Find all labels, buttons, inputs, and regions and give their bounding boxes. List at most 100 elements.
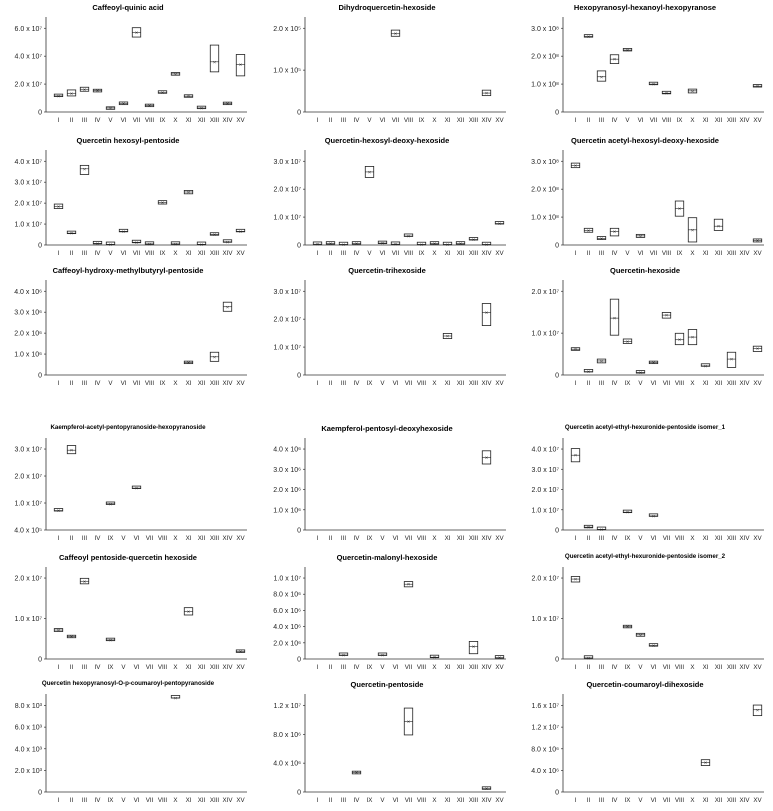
x-tick-label: XV: [495, 535, 504, 542]
mean-marker: ×: [485, 242, 488, 248]
box-rect: [144, 241, 155, 245]
mean-marker: ×: [83, 167, 86, 173]
x-tick-label: IX: [108, 535, 114, 542]
x-tick-label: I: [575, 117, 577, 124]
y-tick-label: 1.0 x 10⁶: [14, 352, 42, 359]
y-tick-label: 2.0 x 10⁷: [15, 576, 43, 583]
chart-title: Quercetin acetyl-ethyl-hexuronide-pentos…: [564, 553, 726, 560]
box-plot-X: ×: [170, 695, 181, 702]
mean-marker: ×: [213, 232, 216, 238]
x-tick-label: XII: [457, 535, 465, 542]
x-tick-label: II: [587, 380, 591, 387]
y-tick-label: 0: [38, 373, 42, 380]
x-tick-label: I: [317, 535, 319, 542]
x-tick-label: XIII: [469, 535, 479, 542]
x-tick-label: VI: [121, 380, 127, 387]
x-tick-label: III: [341, 117, 346, 124]
chart-panel: Quercetin hexopyranosyl-O-p-coumaroyl-pe…: [3, 680, 253, 808]
mean-marker: ×: [587, 525, 590, 531]
box-plot-VI: ×: [131, 485, 142, 492]
x-tick-label: II: [329, 535, 333, 542]
mean-marker: ×: [239, 650, 242, 656]
x-tick-label: XII: [198, 797, 206, 804]
x-tick-label: II: [70, 250, 74, 257]
chart-panel: Quercetin-trihexoside 0 1.0 x 10⁷ 2.0 x 10⁷…: [262, 266, 512, 391]
x-tick-label: VI: [638, 117, 644, 124]
mean-marker: ×: [187, 190, 190, 196]
box-rect: [583, 524, 594, 529]
x-tick-label: XIII: [727, 380, 737, 387]
box-plot-XV: ×: [235, 54, 246, 77]
x-tick-label: XV: [236, 664, 245, 671]
x-tick-label: XIV: [740, 380, 751, 387]
x-tick-label: XIII: [469, 117, 479, 124]
y-tick-label: 0: [555, 657, 559, 664]
x-tick-label: XII: [198, 535, 206, 542]
x-tick-label: I: [317, 250, 319, 257]
x-tick-label: I: [317, 664, 319, 671]
y-tick-label: 0: [38, 790, 42, 797]
box-rect: [377, 240, 388, 245]
mean-marker: ×: [70, 635, 73, 641]
y-tick-label: 1.0 x 10⁷: [532, 616, 560, 623]
x-tick-label: XI: [703, 535, 709, 542]
y-tick-label: 3.0 x 10⁸: [531, 26, 559, 33]
mean-marker: ×: [394, 242, 397, 248]
x-tick-label: VI: [651, 664, 657, 671]
y-tick-label: 2.0 x 10⁸: [531, 54, 559, 61]
mean-marker: ×: [368, 170, 371, 176]
box-plot-VIII: ×: [674, 332, 685, 346]
x-tick-label: IV: [95, 380, 102, 387]
x-tick-label: IV: [612, 380, 619, 387]
mean-marker: ×: [472, 645, 475, 651]
y-tick-label: 0: [555, 243, 559, 250]
y-tick-label: 4.0 x 10⁶: [14, 289, 42, 296]
chart-title: Quercetin-malonyl-hexoside: [336, 553, 438, 562]
x-tick-label: XII: [457, 117, 465, 124]
x-tick-label: II: [70, 117, 74, 124]
box-rect: [66, 230, 77, 235]
mean-marker: ×: [756, 238, 759, 244]
box-plot-XIV: ×: [222, 301, 233, 312]
x-tick-label: X: [173, 380, 177, 387]
mean-marker: ×: [730, 357, 733, 363]
box-plot-II: ×: [583, 655, 594, 662]
chart-panel: Quercetin acetyl-ethyl-hexuronide-pentos…: [520, 553, 770, 675]
mean-marker: ×: [613, 57, 616, 63]
x-tick-label: V: [638, 797, 643, 804]
mean-marker: ×: [639, 370, 642, 376]
box-plot-XIV: ×: [481, 241, 492, 248]
box-plot-III: ×: [596, 236, 607, 242]
box-rect: [468, 641, 479, 655]
x-tick-label: XI: [703, 380, 709, 387]
x-tick-label: XV: [495, 664, 504, 671]
x-tick-label: VIII: [404, 250, 414, 257]
mean-marker: ×: [187, 609, 190, 615]
box-plot-I: ×: [53, 203, 64, 210]
y-tick-label: 6.0 x 10⁶: [273, 608, 301, 615]
x-tick-label: IV: [612, 535, 619, 542]
box-plot-XIII: ×: [209, 351, 220, 362]
box-rect: [622, 338, 633, 344]
chart-panel: Kaempferol-acetyl-pentopyranoside-hexopy…: [3, 424, 253, 546]
x-tick-label: VIII: [145, 250, 155, 257]
box-plot-II: ×: [325, 241, 336, 248]
x-tick-label: VIII: [675, 380, 685, 387]
y-tick-label: 3.0 x 10⁶: [273, 467, 301, 474]
x-tick-label: II: [329, 797, 333, 804]
mean-marker: ×: [342, 242, 345, 248]
y-tick-label: 2.0 x 10⁶: [273, 487, 301, 494]
y-tick-label: 1.0 x 10⁵: [273, 68, 301, 75]
box-plot-VII: ×: [648, 81, 659, 88]
x-tick-label: II: [70, 535, 74, 542]
x-tick-label: XI: [186, 117, 192, 124]
x-tick-label: VII: [663, 797, 671, 804]
box-rect: [105, 501, 116, 505]
box-plot-X: ×: [687, 88, 698, 95]
box-plot-III: ×: [79, 164, 90, 175]
y-tick-label: 2.0 x 10⁷: [532, 576, 560, 583]
box-plot-XV: ×: [752, 345, 763, 352]
x-tick-label: II: [587, 117, 591, 124]
